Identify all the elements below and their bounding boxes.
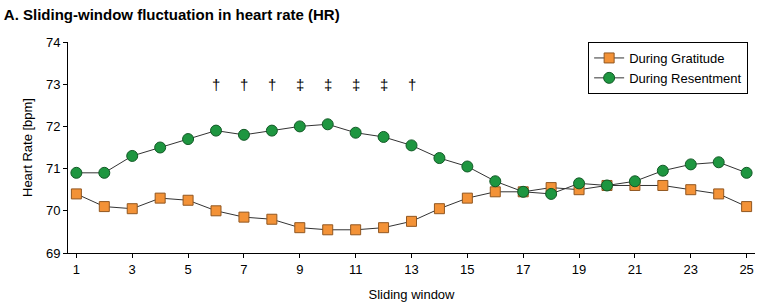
svg-text:During Resentment: During Resentment (629, 71, 741, 86)
svg-text:74: 74 (46, 35, 60, 50)
svg-text:†: † (268, 76, 276, 93)
svg-text:21: 21 (628, 262, 642, 277)
svg-text:19: 19 (572, 262, 586, 277)
svg-text:3: 3 (129, 262, 136, 277)
svg-text:13: 13 (404, 262, 418, 277)
svg-text:†: † (240, 76, 248, 93)
svg-text:During Gratitude: During Gratitude (629, 51, 724, 66)
svg-text:A. Sliding-window fluctuation: A. Sliding-window fluctuation in heart r… (4, 6, 340, 23)
svg-text:71: 71 (46, 161, 60, 176)
svg-text:‡: ‡ (352, 76, 360, 93)
svg-text:70: 70 (46, 203, 60, 218)
svg-text:25: 25 (739, 262, 753, 277)
svg-text:69: 69 (46, 246, 60, 261)
svg-text:5: 5 (184, 262, 191, 277)
svg-text:17: 17 (516, 262, 530, 277)
svg-text:72: 72 (46, 119, 60, 134)
svg-text:73: 73 (46, 77, 60, 92)
svg-text:†: † (408, 76, 416, 93)
svg-text:‡: ‡ (380, 76, 388, 93)
svg-text:Sliding window: Sliding window (369, 287, 456, 302)
svg-text:1: 1 (73, 262, 80, 277)
svg-text:15: 15 (460, 262, 474, 277)
svg-text:23: 23 (684, 262, 698, 277)
svg-text:†: † (212, 76, 220, 93)
svg-text:9: 9 (296, 262, 303, 277)
svg-text:‡: ‡ (296, 76, 304, 93)
svg-text:11: 11 (349, 262, 363, 277)
svg-text:7: 7 (240, 262, 247, 277)
svg-text:Heart Rate [bpm]: Heart Rate [bpm] (20, 98, 35, 197)
svg-text:‡: ‡ (324, 76, 332, 93)
